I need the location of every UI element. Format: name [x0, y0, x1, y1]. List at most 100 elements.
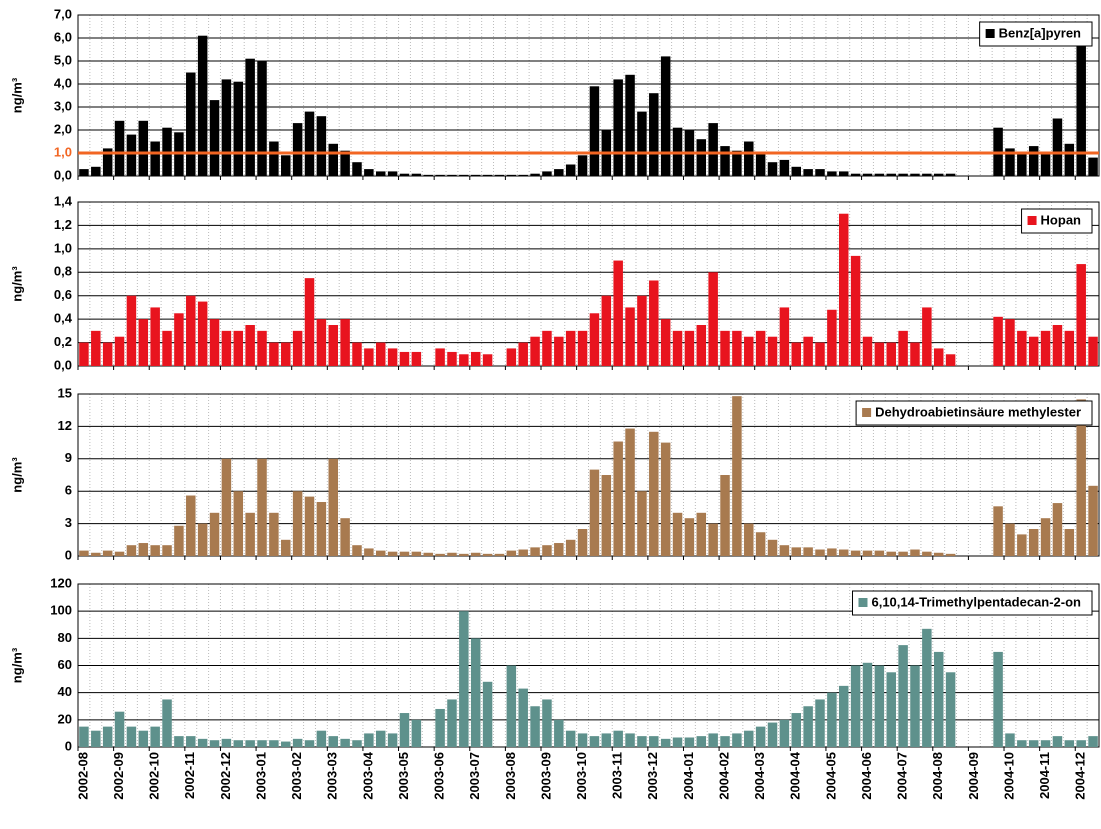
legend-label: 6,10,14-Trimethylpentadecan-2-on [871, 594, 1081, 609]
y-tick-label: 3 [65, 515, 72, 530]
bar [1064, 740, 1075, 747]
bar [506, 550, 517, 556]
bar [720, 475, 730, 556]
bar [827, 309, 837, 366]
bar [613, 260, 623, 366]
bar [1005, 523, 1015, 556]
bar [387, 171, 398, 176]
x-tick-label: 2004-04 [788, 751, 803, 799]
bar [1017, 534, 1027, 556]
bar [767, 162, 778, 176]
bar [993, 506, 1003, 556]
bar [945, 553, 956, 556]
x-tick-label: 2003-09 [538, 752, 553, 800]
bar [233, 740, 244, 747]
bar [589, 313, 600, 366]
x-tick-label: 2003-10 [574, 752, 589, 800]
bar [91, 330, 101, 366]
bar [862, 550, 873, 556]
bar [910, 665, 920, 747]
y-tick-label: 3,0 [54, 98, 72, 113]
bar [637, 736, 647, 747]
bar [257, 330, 267, 366]
bar [482, 553, 493, 556]
bar [174, 736, 184, 747]
bar [1017, 153, 1027, 176]
bar [898, 551, 908, 556]
bar [874, 173, 885, 176]
y-tick-label: 0 [65, 738, 72, 753]
bar [744, 141, 754, 176]
bar [720, 146, 730, 176]
bar [839, 685, 849, 747]
x-tick-label: 2003-08 [503, 752, 518, 800]
bar [898, 645, 908, 747]
bar [340, 518, 350, 556]
bar [565, 330, 576, 366]
bar [292, 330, 303, 366]
bar [186, 736, 196, 747]
bar [186, 295, 196, 366]
x-tick-label: 2002-11 [182, 752, 197, 799]
bar [138, 543, 149, 556]
bar [732, 396, 742, 556]
bar [281, 155, 291, 176]
bar [411, 719, 422, 747]
bar [542, 171, 552, 176]
bar [744, 523, 754, 556]
bar [565, 164, 576, 176]
bar [221, 458, 232, 556]
y-tick-label: 20 [58, 711, 72, 726]
bar [447, 174, 457, 176]
y-tick-label: 1,4 [54, 193, 73, 208]
bar [779, 545, 790, 556]
bar [554, 336, 564, 366]
x-tick-label: 2002-12 [218, 752, 233, 800]
bar [126, 295, 137, 366]
x-tick-label: 2002-08 [75, 752, 90, 800]
bar [1052, 325, 1063, 366]
bar [613, 79, 623, 176]
x-tick-label: 2004-08 [930, 752, 945, 800]
bar [364, 548, 374, 556]
bar [292, 491, 303, 556]
bar [1005, 733, 1015, 747]
y-tick-label: 7,0 [54, 6, 72, 21]
bar [387, 733, 398, 747]
bar [304, 740, 315, 747]
bar [755, 153, 766, 176]
legend-label: Hopan [1041, 212, 1082, 227]
bar [292, 738, 303, 747]
bar [340, 319, 350, 366]
legend-box [855, 400, 1093, 426]
legend-label: Dehydroabietinsäure methylester [875, 404, 1081, 419]
bar [352, 162, 362, 176]
x-tick-label: 2002-09 [111, 752, 126, 800]
bar [625, 733, 635, 747]
bar [922, 307, 932, 366]
bar [233, 330, 244, 366]
bar [162, 699, 172, 747]
bar [827, 692, 837, 747]
bar [340, 150, 350, 176]
bar [375, 342, 386, 366]
bar [114, 120, 125, 176]
bar [292, 123, 303, 176]
bar [755, 532, 766, 556]
x-tick-label: 2004-10 [1001, 752, 1016, 800]
y-tick-label: 15 [58, 385, 72, 400]
bar [1040, 518, 1051, 556]
bar [922, 628, 932, 747]
bar [589, 469, 600, 556]
bar [197, 301, 208, 366]
bar [577, 330, 588, 366]
y-axis-label: ng/m³ [9, 647, 24, 683]
bar [150, 726, 160, 747]
bar [637, 111, 647, 176]
bar [506, 174, 517, 176]
bar [435, 553, 445, 556]
bar [423, 174, 433, 176]
bar [708, 523, 718, 556]
bar [150, 545, 160, 556]
